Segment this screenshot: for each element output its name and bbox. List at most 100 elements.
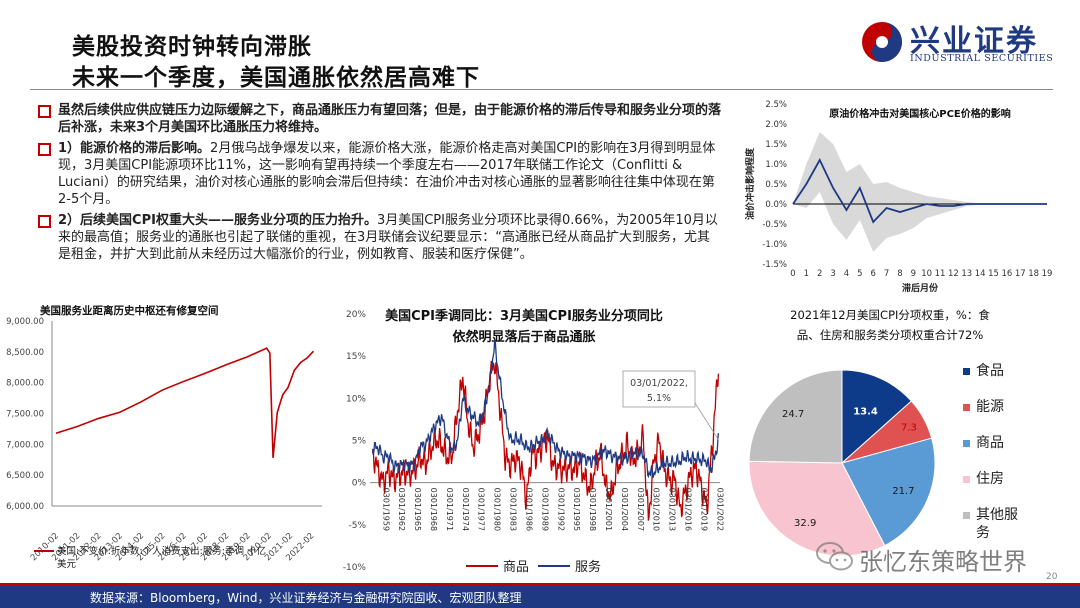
pie-data-label: 7.3: [901, 422, 917, 433]
legend-label: 务: [976, 525, 990, 541]
y-tick-label: 1.0%: [765, 160, 787, 170]
annotation-value: 5.1%: [647, 393, 671, 404]
x-tick-label: 0301/1989: [540, 488, 549, 531]
bullet-square-icon: [38, 143, 51, 156]
x-tick-label: 0301/2016: [684, 488, 693, 531]
x-tick-label: 0301/2010: [652, 488, 661, 531]
x-tick-label: 15: [988, 269, 999, 279]
x-tick-label: 0301/1968: [429, 488, 438, 531]
legend-label: 商品: [976, 435, 1004, 451]
cpi-weights-pie-chart: 2021年12月美国CPI分项权重，%：食品、住房和服务类分项权重合计72% 13…: [748, 308, 1018, 557]
bullet-text: 2月俄乌战争爆发以来，能源价格大涨，能源价格走高对美国CPI的影响在3月得到明显…: [58, 141, 716, 207]
legend-swatch: [963, 368, 970, 375]
x-tick-label: 3: [830, 269, 835, 279]
chart-title: 品、住房和服务类分项权重合计72%: [797, 328, 984, 342]
x-tick-label: 9: [911, 269, 916, 279]
legend-label: 能源: [976, 399, 1004, 415]
bullet-item: 虽然后续供应供应链压力边际缓解之下，商品通胀压力有望回落；但是，由于能源价格的滞…: [36, 102, 721, 136]
x-tick-label: 13: [961, 269, 972, 279]
x-tick-label: 0301/2019: [699, 488, 708, 531]
impact-line: [792, 158, 1047, 224]
chart-title: 美国服务业距离历史中枢还有修复空间: [40, 304, 219, 317]
chart-title-bg: [370, 303, 680, 347]
chart-title: 美国CPI季调同比：3月美国CPI服务业分项同比: [385, 308, 663, 324]
legend-label-services: 服务: [575, 559, 601, 575]
x-tick-label: 17: [1015, 269, 1026, 279]
services-line: [55, 347, 315, 458]
series-line-services: [372, 339, 720, 479]
x-tick-label: 1: [804, 269, 809, 279]
y-tick-label: 1.5%: [765, 140, 787, 150]
x-tick-label: 19: [1042, 269, 1053, 279]
pie-data-label: 32.9: [794, 518, 816, 529]
x-tick-label: 8: [897, 269, 902, 279]
bullet-item: 2）后续美国CPI权重大头——服务业分项的压力抬升。3月美国CPI服务业分项环比…: [36, 212, 721, 263]
y-tick-label: -1.0%: [762, 240, 787, 250]
y-tick-label: 0.5%: [765, 180, 787, 190]
y-tick-label: 9,000.00: [6, 317, 44, 327]
x-tick-label: 0301/2004: [620, 488, 629, 531]
y-tick-label: 0%: [352, 479, 367, 489]
series-line-goods: [372, 360, 720, 521]
x-tick-label: 4: [844, 269, 849, 279]
x-tick-label: 14: [975, 269, 986, 279]
legend-label: 其他服: [976, 507, 1018, 523]
x-tick-label: 0301/1974: [461, 488, 470, 531]
pie-data-label: 13.4: [853, 406, 878, 417]
bullet-bold-text: 虽然后续供应供应链压力边际缓解之下，商品通胀压力有望回落；但是，由于能源价格的滞…: [58, 103, 722, 135]
confidence-band: [793, 132, 1047, 252]
x-tick-label: 11: [935, 269, 946, 279]
y-tick-label: 10%: [346, 394, 366, 404]
legend-swatch: [963, 440, 970, 447]
y-tick-label: 15%: [346, 352, 366, 362]
watermark: 张忆东策略世界: [815, 540, 1055, 576]
footer-source: 数据来源：Bloomberg，Wind，兴业证券经济与金融研究院固收、宏观团队整…: [90, 591, 522, 605]
y-tick-label: 2.5%: [765, 100, 787, 110]
x-tick-label: 0301/2007: [636, 488, 645, 531]
x-tick-label: 6: [870, 269, 875, 279]
x-tick-label: 0301/1983: [509, 488, 518, 531]
watermark-text: 张忆东策略世界: [859, 548, 1027, 576]
x-tick-label: 0301/1977: [477, 488, 486, 531]
bullet-square-icon: [38, 215, 51, 228]
y-tick-label: 7,000.00: [6, 440, 44, 450]
y-tick-label: 7,500.00: [6, 410, 44, 420]
x-tick-label: 7: [884, 269, 889, 279]
legend-label: 住房: [976, 471, 1004, 487]
wechat-icon: [816, 542, 853, 571]
x-tick-label: 0: [790, 269, 795, 279]
pie-slice-4: [748, 369, 843, 464]
y-tick-label: 6,500.00: [6, 471, 44, 481]
logo-emblem-icon: [862, 22, 902, 62]
y-tick-label: -10%: [343, 563, 367, 573]
y-tick-label: 6,000.00: [6, 502, 44, 512]
legend-swatch: [963, 512, 970, 519]
y-tick-label: -1.5%: [762, 260, 787, 270]
chart-title: 依然明显落后于商品通胀: [452, 329, 595, 345]
annotation-box: [622, 370, 696, 408]
y-tick-label: 20%: [346, 310, 366, 320]
pie-slice-0: [841, 369, 913, 465]
x-tick-label: 10: [921, 269, 932, 279]
x-tick-label: 0301/1962: [397, 488, 406, 531]
x-axis-label: 滞后月份: [902, 282, 939, 294]
x-tick-label: 5: [857, 269, 862, 279]
legend-swatch: [963, 404, 970, 411]
legend-swatch: [963, 476, 970, 483]
bullet-list: 虽然后续供应供应链压力边际缓解之下，商品通胀压力有望回落；但是，由于能源价格的滞…: [36, 102, 721, 267]
header-divider: [30, 89, 1053, 90]
x-tick-label: 0301/1971: [445, 488, 454, 531]
y-tick-label: 5%: [352, 437, 367, 447]
annotation-date: 03/01/2022,: [630, 378, 688, 389]
legend-label: 美元: [57, 558, 77, 570]
y-axis-label: 油价冲击影响程度: [744, 147, 756, 220]
x-tick-label: 0301/1980: [493, 488, 502, 531]
annotation-leader: [694, 402, 719, 440]
x-tick-label: 0301/2022: [715, 488, 724, 531]
x-tick-label: 16: [1001, 269, 1012, 279]
x-tick-label: 2: [817, 269, 822, 279]
x-tick-label: 0301/2013: [668, 488, 677, 531]
bullet-bold-text: 2）后续美国CPI权重大头——服务业分项的压力抬升。: [58, 213, 377, 228]
services-pce-chart: 美国服务业距离历史中枢还有修复空间 6,000.00 6,500.00 7,000.0…: [6, 304, 322, 570]
legend-label: 食品: [976, 362, 1004, 379]
